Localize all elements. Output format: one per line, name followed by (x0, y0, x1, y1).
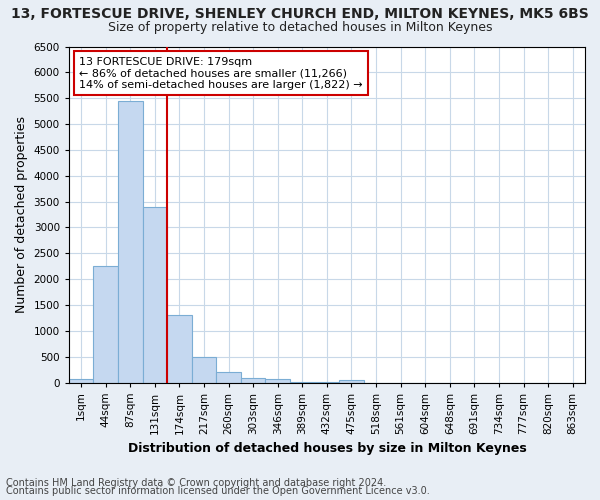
Bar (118, 101, 143, 382)
Text: 13 FORTESCUE DRIVE: 179sqm
← 86% of detached houses are smaller (11,266)
14% of : 13 FORTESCUE DRIVE: 179sqm ← 86% of deta… (79, 56, 363, 90)
Text: Contains public sector information licensed under the Open Government Licence v3: Contains public sector information licen… (6, 486, 430, 496)
X-axis label: Distribution of detached houses by size in Milton Keynes: Distribution of detached houses by size … (128, 442, 526, 455)
Bar (94, 266, 118, 382)
Bar (69, 379, 94, 382)
Text: 13, FORTESCUE DRIVE, SHENLEY CHURCH END, MILTON KEYNES, MK5 6BS: 13, FORTESCUE DRIVE, SHENLEY CHURCH END,… (11, 8, 589, 22)
Bar (167, 316, 192, 382)
Y-axis label: Number of detached properties: Number of detached properties (15, 116, 28, 313)
Bar (265, 380, 290, 382)
Text: Size of property relative to detached houses in Milton Keynes: Size of property relative to detached ho… (108, 21, 492, 34)
Bar (192, 357, 217, 382)
Bar (339, 380, 364, 382)
Text: Contains HM Land Registry data © Crown copyright and database right 2024.: Contains HM Land Registry data © Crown c… (6, 478, 386, 488)
Bar (241, 378, 265, 382)
Bar (217, 372, 241, 382)
Bar (143, 207, 167, 382)
